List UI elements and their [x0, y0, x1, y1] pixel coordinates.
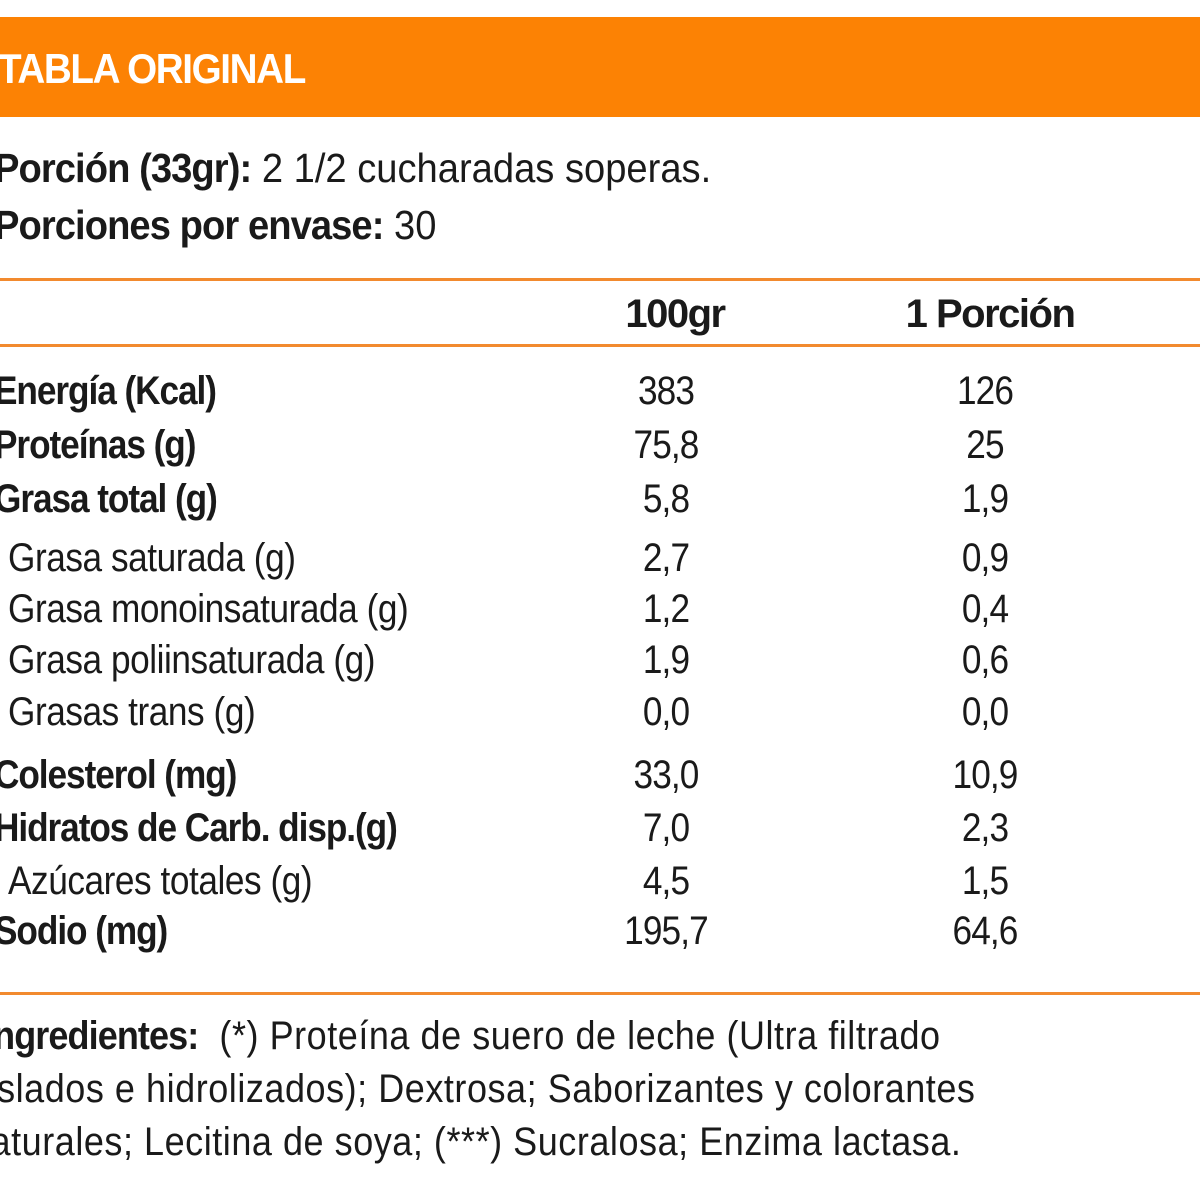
row-label: Grasa monoinsaturada (g): [8, 587, 409, 631]
table-row-monounsaturated-fat: Grasa monoinsaturada (g) 1,2 0,4: [0, 583, 1200, 635]
ingredients-line-1: Ingredientes: (*) Proteína de suero de l…: [0, 1010, 1118, 1063]
row-label: Azúcares totales (g): [8, 859, 313, 903]
row-value-100g: 195,7: [624, 909, 709, 953]
serving-size-label: Porción (33gr):: [0, 145, 252, 191]
row-value-portion: 0,9: [961, 536, 1009, 580]
ingredients-label: Ingredientes:: [0, 1014, 199, 1058]
header-bar: [0, 17, 1200, 117]
row-value-portion: 1,9: [961, 477, 1009, 521]
row-value-portion: 25: [966, 423, 1004, 467]
row-value-portion: 1,5: [961, 859, 1009, 903]
row-value-100g: 5,8: [642, 477, 690, 521]
table-row-cholesterol: Colesterol (mg) 33,0 10,9: [0, 749, 1200, 801]
row-value-portion: 2,3: [961, 806, 1009, 850]
table-row-carbohydrates: Hidratos de Carb. disp.(g) 7,0 2,3: [0, 802, 1200, 854]
servings-per-container: Porciones por envase: 30: [0, 201, 436, 249]
row-value-portion: 64,6: [952, 909, 1018, 953]
row-value-100g: 4,5: [642, 859, 690, 903]
row-value-100g: 33,0: [633, 753, 699, 797]
servings-per-container-label: Porciones por envase:: [0, 202, 384, 248]
table-row-trans-fat: Grasas trans (g) 0,0 0,0: [0, 686, 1200, 738]
row-label: Proteínas (g): [0, 423, 196, 467]
divider-header: [0, 344, 1200, 347]
row-value-100g: 0,0: [642, 690, 690, 734]
row-value-portion: 10,9: [952, 753, 1018, 797]
column-header-100g: 100gr: [625, 292, 726, 336]
row-label: Colesterol (mg): [0, 753, 237, 797]
divider-top: [0, 278, 1200, 281]
table-row-sugars: Azúcares totales (g) 4,5 1,5: [0, 855, 1200, 907]
column-header-portion: 1 Porción: [905, 292, 1076, 336]
table-row-sodium: Sodio (mg) 195,7 64,6: [0, 905, 1200, 957]
row-label: Energía (Kcal): [0, 369, 217, 413]
servings-per-container-value: 30: [383, 202, 437, 248]
ingredients-line-2: Aislados e hidrolizados); Dextrosa; Sabo…: [0, 1067, 976, 1111]
serving-size: Porción (33gr): 2 1/2 cucharadas soperas…: [0, 144, 711, 192]
row-label: Hidratos de Carb. disp.(g): [0, 806, 398, 850]
table-row-energy: Energía (Kcal) 383 126: [0, 365, 1200, 417]
row-value-portion: 0,0: [961, 690, 1009, 734]
row-label: Grasa poliinsaturada (g): [8, 638, 376, 682]
row-value-100g: 1,2: [642, 587, 690, 631]
row-label: Grasas trans (g): [8, 690, 256, 734]
row-value-100g: 7,0: [642, 806, 690, 850]
row-value-100g: 383: [637, 369, 695, 413]
row-value-portion: 0,6: [961, 638, 1009, 682]
page-title: TABLA ORIGINAL: [0, 45, 306, 92]
row-value-100g: 1,9: [642, 638, 690, 682]
table-row-saturated-fat: Grasa saturada (g) 2,7 0,9: [0, 532, 1200, 584]
serving-size-value: 2 1/2 cucharadas soperas.: [251, 145, 712, 191]
ingredients-block: Ingredientes: (*) Proteína de suero de l…: [0, 1010, 1200, 1169]
row-value-100g: 2,7: [642, 536, 690, 580]
divider-bottom: [0, 992, 1200, 995]
row-value-100g: 75,8: [633, 423, 699, 467]
table-row-total-fat: Grasa total (g) 5,8 1,9: [0, 473, 1200, 525]
ingredients-line-3: naturales; Lecitina de soya; (***) Sucra…: [0, 1120, 962, 1164]
row-value-portion: 126: [956, 369, 1014, 413]
row-label: Grasa total (g): [0, 477, 218, 521]
row-value-portion: 0,4: [961, 587, 1009, 631]
row-label: Sodio (mg): [0, 909, 168, 953]
table-row-protein: Proteínas (g) 75,8 25: [0, 419, 1200, 471]
ingredients-text-1: (*) Proteína de suero de leche (Ultra fi…: [198, 1014, 941, 1058]
row-label: Grasa saturada (g): [8, 536, 296, 580]
table-row-polyunsaturated-fat: Grasa poliinsaturada (g) 1,9 0,6: [0, 634, 1200, 686]
